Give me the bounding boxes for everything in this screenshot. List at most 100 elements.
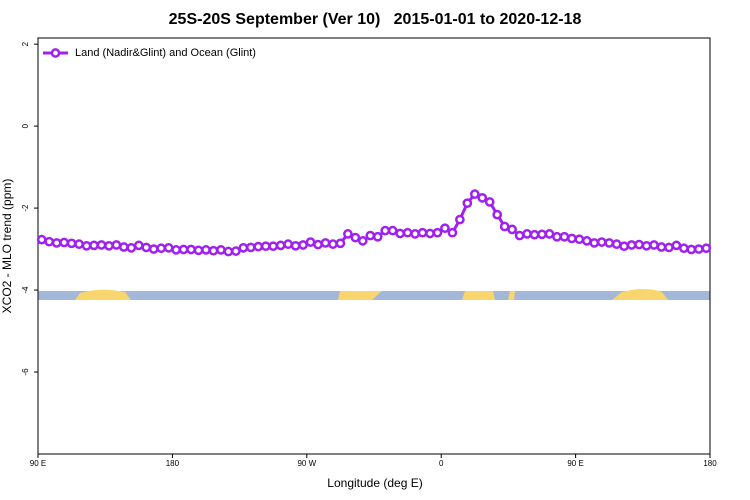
- x-tick-label: 90 E: [30, 459, 46, 468]
- data-point: [611, 239, 622, 250]
- data-point: [619, 241, 629, 252]
- data-point: [133, 240, 144, 251]
- y-tick-label: -4: [21, 286, 30, 294]
- data-point: [201, 245, 211, 255]
- data-point: [231, 246, 241, 256]
- data-point: [253, 241, 264, 252]
- data-point: [701, 243, 712, 254]
- data-point: [275, 240, 286, 251]
- data-point: [447, 227, 458, 238]
- data-point: [216, 245, 226, 255]
- data-point: [679, 243, 689, 254]
- data-point: [455, 214, 465, 225]
- data-point: [686, 244, 697, 255]
- data-point: [484, 197, 495, 207]
- data-point: [335, 238, 346, 249]
- x-tick-label: 0: [439, 459, 444, 468]
- x-tick-label: 180: [703, 459, 717, 468]
- data-point: [81, 240, 92, 251]
- data-point: [283, 239, 293, 250]
- data-point: [559, 231, 570, 242]
- data-point: [372, 231, 383, 242]
- data-point: [544, 229, 555, 239]
- data-point: [574, 234, 585, 245]
- data-point: [193, 245, 204, 256]
- data-point: [425, 228, 435, 239]
- data-point: [656, 242, 667, 252]
- data-point: [432, 227, 443, 238]
- data-point: [171, 245, 181, 255]
- data-point: [671, 240, 682, 251]
- data-point: [74, 239, 84, 250]
- data-point: [104, 240, 114, 251]
- data-point: [552, 231, 562, 242]
- x-tick-label: 90 E: [567, 459, 583, 468]
- data-point: [604, 238, 615, 248]
- data-point: [178, 244, 189, 255]
- data-point: [581, 236, 592, 246]
- data-point: [208, 245, 219, 256]
- data-point: [111, 240, 122, 250]
- data-point: [89, 240, 99, 251]
- x-axis-label: Longitude (deg E): [327, 476, 422, 490]
- data-point: [357, 236, 368, 246]
- land-strip: [338, 291, 382, 300]
- data-point: [641, 240, 652, 251]
- data-point: [44, 236, 55, 247]
- data-point: [499, 221, 510, 232]
- data-point: [163, 242, 174, 253]
- chart-title: 25S-20S September (Ver 10) 2015-01-01 to…: [169, 11, 582, 28]
- data-point: [693, 244, 704, 254]
- data-point: [462, 198, 473, 209]
- land-strip: [75, 289, 131, 300]
- land-strip: [508, 291, 515, 300]
- y-tick-label: 0: [21, 123, 30, 128]
- data-point: [634, 239, 644, 250]
- data-point: [365, 230, 376, 241]
- data-point: [469, 189, 480, 200]
- data-point: [328, 239, 338, 250]
- data-point: [36, 234, 47, 245]
- data-point: [156, 243, 167, 254]
- data-point: [141, 242, 152, 253]
- data-point: [96, 240, 107, 250]
- data-point: [245, 242, 256, 253]
- x-tick-label: 180: [166, 459, 180, 468]
- legend-label: Land (Nadir&Glint) and Ocean (Glint): [75, 47, 256, 59]
- data-point: [126, 242, 137, 253]
- legend-marker: [50, 48, 61, 58]
- data-point: [238, 242, 249, 253]
- data-point: [343, 229, 353, 239]
- data-point: [477, 192, 488, 203]
- y-tick-label: -2: [21, 204, 30, 212]
- x-tick-label: 90 W: [297, 459, 316, 468]
- data-point: [298, 240, 308, 250]
- data-point: [664, 242, 674, 253]
- data-point: [440, 223, 450, 234]
- data-point: [268, 241, 279, 252]
- data-point: [119, 242, 129, 252]
- data-point: [417, 227, 428, 238]
- land-strip: [462, 291, 495, 300]
- data-point: [596, 237, 607, 247]
- data-point: [410, 229, 420, 239]
- data-point: [290, 240, 301, 251]
- data-point: [305, 237, 316, 247]
- y-tick-label: -6: [21, 368, 30, 376]
- data-point: [313, 239, 323, 250]
- data-point: [66, 238, 77, 249]
- y-axis-label: XCO2 - MLO trend (ppm): [0, 179, 14, 314]
- data-point: [350, 232, 361, 243]
- data-point: [395, 228, 405, 239]
- data-point: [649, 240, 659, 250]
- data-point: [492, 209, 503, 220]
- data-point: [51, 238, 62, 248]
- data-point: [507, 224, 517, 235]
- data-point: [320, 238, 331, 248]
- data-point: [522, 229, 532, 239]
- data-point: [402, 227, 413, 238]
- data-point: [148, 244, 159, 254]
- data-point: [59, 237, 69, 248]
